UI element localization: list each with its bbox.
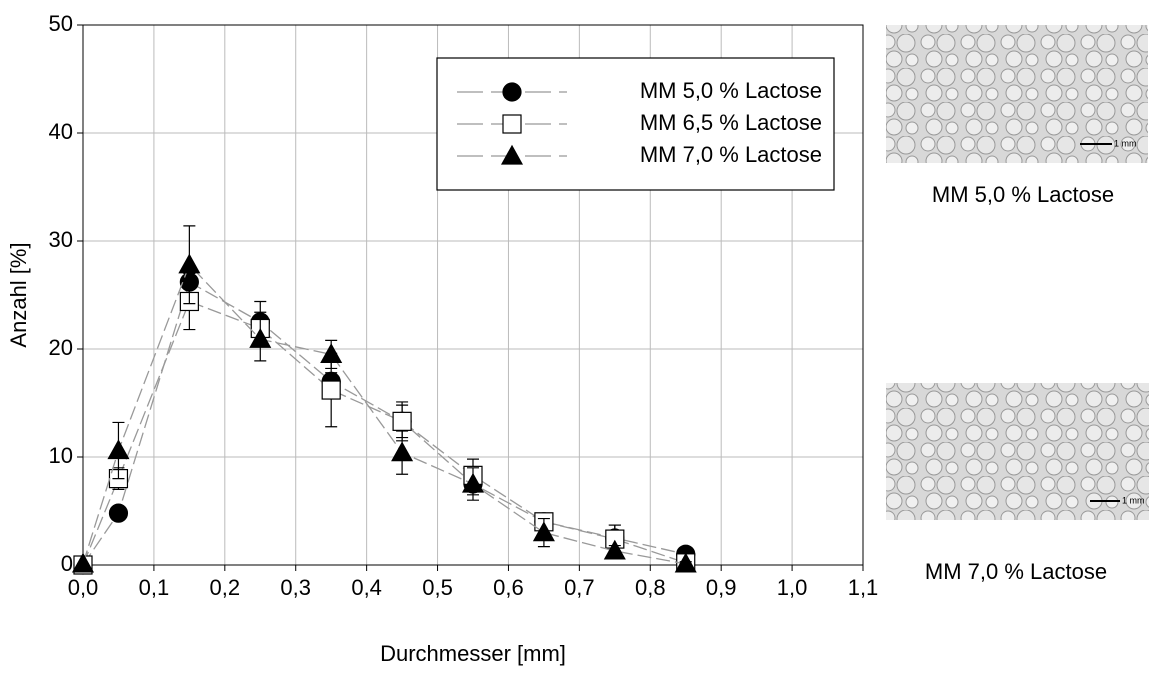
marker — [107, 439, 130, 460]
x-tick-label: 0,6 — [493, 575, 524, 600]
x-tick-label: 1,1 — [848, 575, 879, 600]
legend-label: MM 5,0 % Lactose — [640, 78, 822, 103]
x-axis-label: Durchmesser [mm] — [380, 641, 566, 666]
legend-label: MM 6,5 % Lactose — [640, 110, 822, 135]
marker — [178, 253, 201, 274]
series — [73, 265, 696, 575]
marker — [532, 521, 555, 542]
scale-label: 1 mm — [1122, 495, 1145, 505]
series-line — [82, 300, 686, 566]
x-tick-label: 0,3 — [280, 575, 311, 600]
image-caption: MM 5,0 % Lactose — [932, 182, 1114, 207]
micrograph: 1 mm MM 7,0 % Lactose — [886, 383, 1149, 584]
x-tick-label: 0,1 — [139, 575, 170, 600]
legend: MM 5,0 % Lactose MM 6,5 % Lactose MM 7,0 %… — [436, 57, 835, 191]
x-tick-label: 0,4 — [351, 575, 382, 600]
marker — [461, 472, 485, 493]
marker — [391, 441, 414, 462]
series — [71, 225, 697, 573]
legend-marker — [502, 114, 522, 134]
marker — [249, 328, 272, 348]
legend-label: MM 7,0 % Lactose — [640, 142, 822, 167]
marker — [320, 343, 343, 363]
x-tick-label: 0,0 — [68, 575, 99, 600]
plot-frame — [82, 24, 864, 566]
x-tick-label: 0,2 — [210, 575, 241, 600]
y-tick-label: 0 — [61, 551, 73, 576]
y-tick-label: 50 — [49, 11, 73, 36]
legend-marker — [502, 82, 522, 102]
series — [73, 272, 696, 575]
series-line — [82, 281, 686, 566]
y-tick-label: 20 — [49, 335, 73, 360]
series-line — [82, 263, 686, 565]
x-tick-label: 0,9 — [706, 575, 737, 600]
y-tick-label: 10 — [49, 443, 73, 468]
x-tick-label: 1,0 — [777, 575, 808, 600]
marker — [71, 552, 95, 573]
y-axis-label: Anzahl [%] — [6, 242, 31, 347]
image-caption: MM 7,0 % Lactose — [925, 559, 1107, 584]
x-tick-label: 0,5 — [422, 575, 453, 600]
x-tick-label: 0,8 — [635, 575, 666, 600]
legend-marker — [500, 144, 524, 165]
scale-label: 1 mm — [1114, 138, 1137, 148]
micrograph: 1 mm MM 5,0 % Lactose — [886, 25, 1148, 207]
marker — [108, 503, 129, 523]
y-tick-label: 30 — [49, 227, 73, 252]
image — [886, 383, 1149, 520]
marker — [321, 380, 341, 400]
y-tick-label: 40 — [49, 119, 73, 144]
marker — [674, 552, 697, 573]
image — [886, 25, 1148, 163]
x-tick-label: 0,7 — [564, 575, 595, 600]
marker — [603, 539, 626, 560]
marker — [392, 411, 412, 431]
